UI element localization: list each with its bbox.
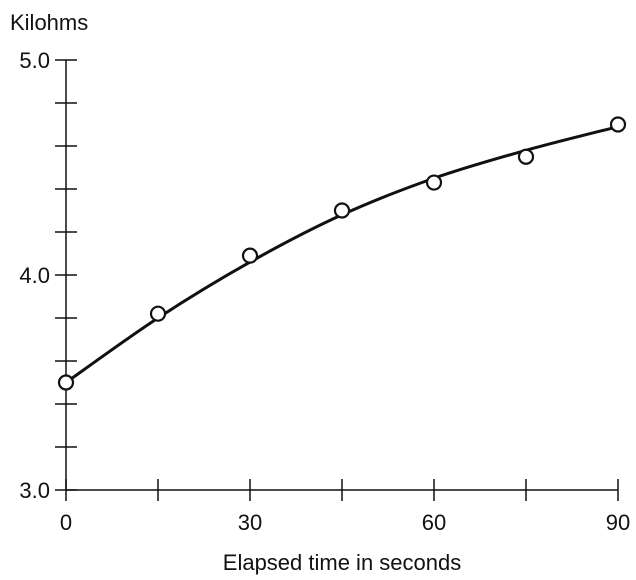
data-point bbox=[241, 247, 259, 264]
tick-labels: 3.0 4.0 5.0 0 30 60 90 bbox=[19, 48, 630, 535]
data-point bbox=[333, 202, 351, 219]
x-tick-label: 60 bbox=[422, 510, 446, 535]
axes bbox=[65, 60, 618, 491]
data-points bbox=[57, 116, 627, 391]
x-tick-label: 0 bbox=[60, 510, 72, 535]
x-axis-label: Elapsed time in seconds bbox=[223, 550, 461, 575]
x-tick-label: 90 bbox=[606, 510, 630, 535]
data-point bbox=[425, 174, 443, 191]
data-point bbox=[517, 148, 535, 165]
data-point bbox=[149, 305, 167, 322]
fit-curve bbox=[65, 125, 619, 384]
y-tick-label: 5.0 bbox=[19, 48, 50, 73]
y-axis-label: Kilohms bbox=[10, 10, 88, 35]
ticks bbox=[55, 59, 619, 501]
data-point bbox=[57, 374, 75, 391]
x-tick-label: 30 bbox=[238, 510, 262, 535]
data-point bbox=[609, 116, 627, 133]
y-tick-label: 3.0 bbox=[19, 478, 50, 503]
y-tick-label: 4.0 bbox=[19, 263, 50, 288]
